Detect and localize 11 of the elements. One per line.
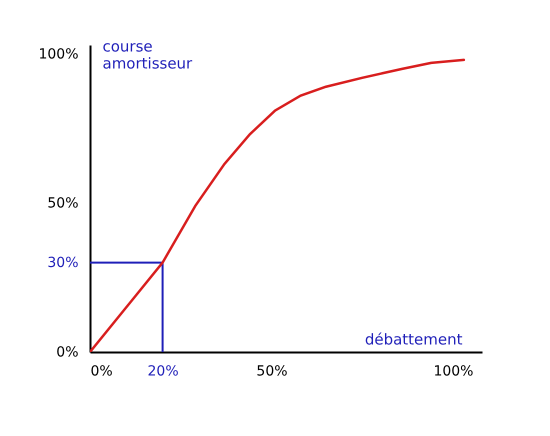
x-tick-label: 0%	[90, 364, 113, 380]
y-tick-label: 100%	[38, 46, 78, 62]
y-tick-label: 50%	[47, 195, 78, 212]
x-tick-label: 50%	[256, 364, 288, 380]
x-axis-title: débattement	[364, 330, 463, 348]
line-series	[90, 58, 466, 352]
y-axis-title: course amortisseur	[102, 38, 194, 72]
y-tick-label: 30%	[47, 255, 78, 272]
x-tick-label: 100%	[433, 364, 474, 380]
y-tick-label: 0%	[56, 344, 78, 360]
x-tick-label: 20%	[148, 364, 179, 380]
